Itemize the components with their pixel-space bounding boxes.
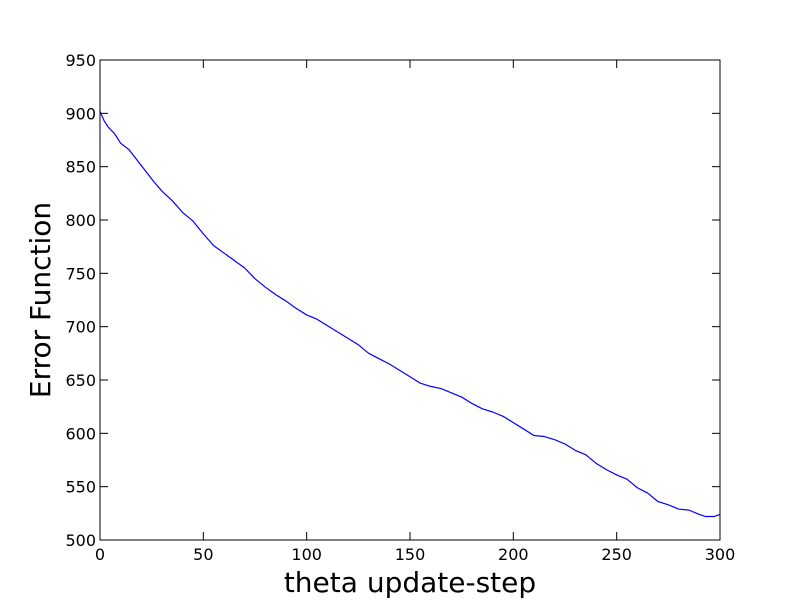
axis-tick-labels: 0 50 100 150 200 250 300 500 550 600 650 700 750 800 8… [65, 51, 735, 564]
axis-ticks [99, 59, 721, 541]
x-axis-title: theta update-step [284, 566, 536, 599]
x-tick-label: 50 [193, 545, 213, 564]
y-tick-label: 850 [65, 158, 96, 177]
y-tick-label: 650 [65, 371, 96, 390]
y-tick-label: 550 [65, 478, 96, 497]
y-tick-label: 500 [65, 531, 96, 550]
y-tick-label: 600 [65, 424, 96, 443]
error-function-line [99, 110, 721, 518]
y-tick-label: 950 [65, 51, 96, 70]
x-tick-label: 200 [498, 545, 529, 564]
y-tick-label: 750 [65, 264, 96, 283]
x-tick-label: 250 [601, 545, 632, 564]
y-axis-title: Error Function [24, 202, 57, 398]
y-tick-label: 800 [65, 211, 96, 230]
x-tick-label: 100 [291, 545, 322, 564]
plot-frame [99, 59, 721, 541]
x-tick-label: 0 [95, 545, 105, 564]
x-tick-label: 150 [395, 545, 426, 564]
y-tick-label: 900 [65, 104, 96, 123]
y-tick-label: 700 [65, 318, 96, 337]
x-tick-label: 300 [705, 545, 736, 564]
